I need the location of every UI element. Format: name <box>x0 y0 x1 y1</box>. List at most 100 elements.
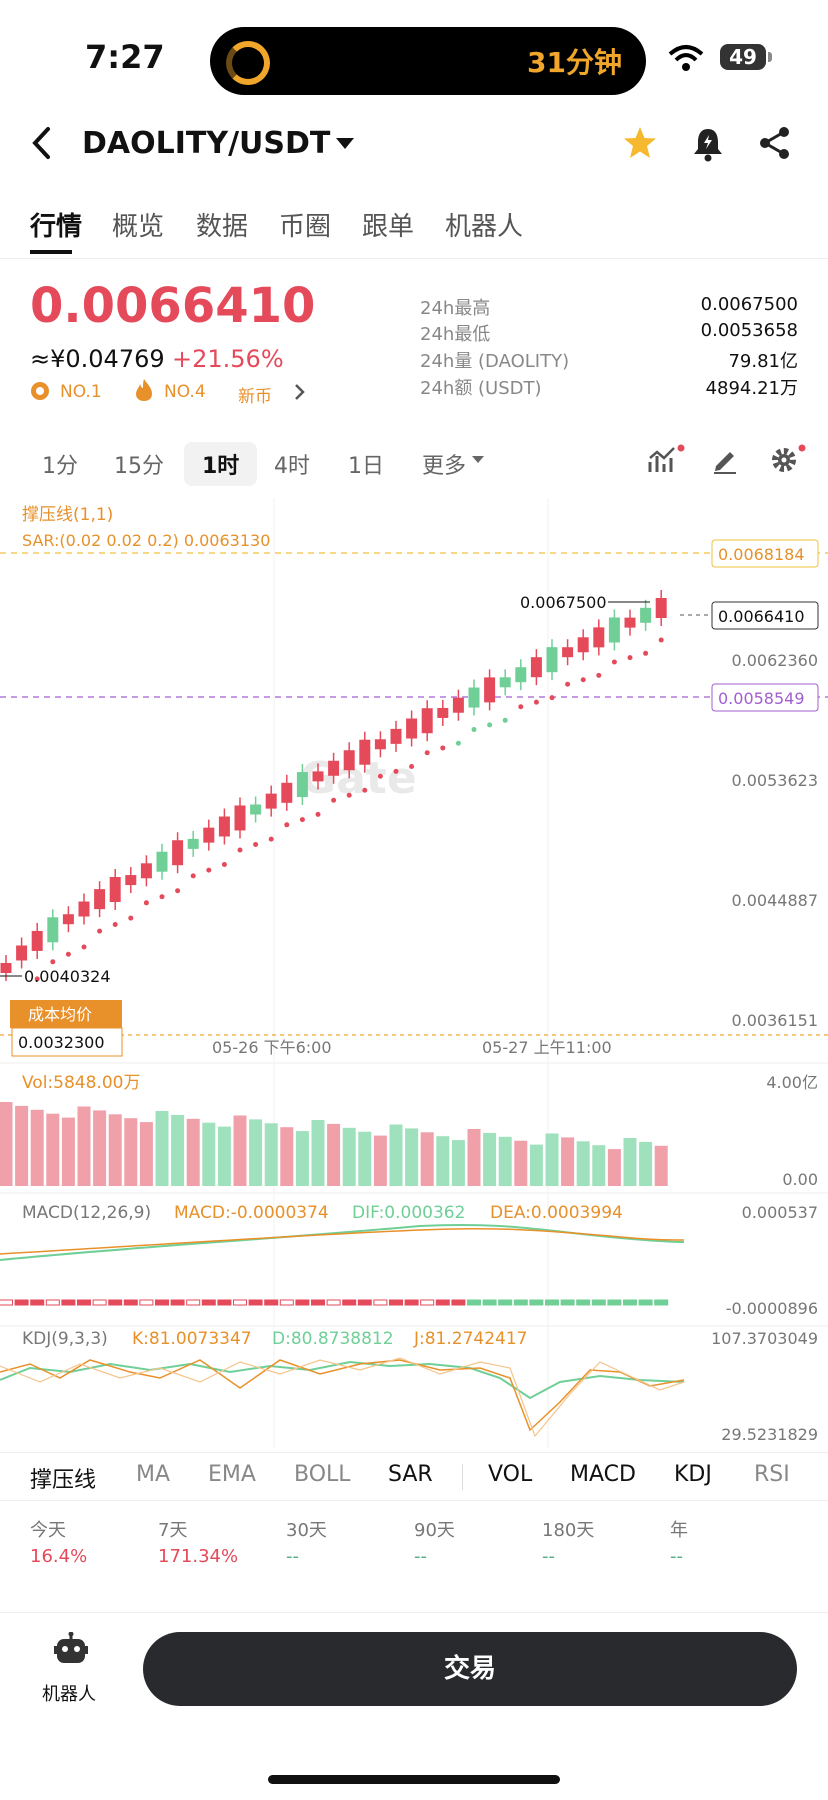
sar-dot <box>580 677 586 683</box>
volume-bar <box>654 1145 668 1186</box>
candle <box>452 689 464 721</box>
more-dropdown-icon[interactable] <box>472 456 484 464</box>
perf-label: 180天 <box>542 1520 595 1541</box>
candle <box>406 710 418 747</box>
timeframe-1h[interactable]: 1时 <box>184 442 258 486</box>
candle <box>359 731 371 773</box>
timeframe-1d[interactable]: 1日 <box>348 454 384 479</box>
candle <box>203 819 215 851</box>
macd-bar <box>498 1299 513 1306</box>
sar-dot <box>393 768 399 774</box>
timeframe-4h[interactable]: 4时 <box>274 454 310 479</box>
indicator-tab-sr[interactable]: 撑压线 <box>30 1468 97 1493</box>
candle <box>234 797 246 839</box>
candle <box>624 609 636 636</box>
macd-axis-label: 0.000537 <box>742 1203 818 1222</box>
trade-button[interactable]: 交易 <box>143 1632 797 1706</box>
macd-bar <box>357 1299 372 1306</box>
robot-label[interactable]: 机器人 <box>42 1684 96 1705</box>
candle <box>47 909 59 951</box>
volume-bars <box>0 1102 668 1186</box>
candle <box>265 785 277 817</box>
sar-dot <box>518 704 524 710</box>
dif-value: DIF:0.000362 <box>352 1203 465 1223</box>
chevron-right-icon[interactable] <box>294 383 306 401</box>
support-tag <box>711 683 819 712</box>
macd-bar <box>591 1299 606 1306</box>
sar-dot <box>284 822 290 828</box>
indicator-tab-macd[interactable]: MACD <box>570 1462 636 1487</box>
candle <box>608 609 620 651</box>
candle <box>281 774 293 811</box>
tab-market[interactable]: 行情 <box>30 212 83 242</box>
bottom-divider <box>0 1612 828 1613</box>
indicator-tab-ema[interactable]: EMA <box>208 1462 256 1487</box>
timeframe-1m[interactable]: 1分 <box>42 454 78 479</box>
sar-dot <box>159 894 165 900</box>
tab-copy-trade[interactable]: 跟单 <box>362 212 415 242</box>
rank-badge[interactable]: NO.1 <box>60 382 102 402</box>
indicator-tab-rsi[interactable]: RSI <box>754 1462 790 1487</box>
chart-gear-icon[interactable] <box>770 444 806 476</box>
sar-dot <box>362 787 368 793</box>
dif-line <box>0 1223 685 1261</box>
back-icon[interactable] <box>30 126 54 160</box>
volume-bar <box>249 1119 263 1186</box>
star-icon[interactable] <box>622 126 658 160</box>
share-icon[interactable] <box>758 126 792 160</box>
pair-dropdown-icon[interactable] <box>336 138 354 150</box>
tab-bot[interactable]: 机器人 <box>445 212 524 242</box>
new-coin-badge[interactable]: 新币 <box>238 387 272 407</box>
sar-dot <box>331 797 337 803</box>
current-value: 0.0066410 <box>718 607 805 626</box>
kline-chart[interactable]: Gate 撑压线(1,1) SAR:(0.02 0.02 0.2) 0.0063… <box>0 498 828 1498</box>
indicator-tab-sar[interactable]: SAR <box>388 1462 433 1487</box>
candle <box>593 619 605 656</box>
indicator-tab-vol[interactable]: VOL <box>488 1462 533 1487</box>
volume-bar <box>202 1122 216 1186</box>
dea-value: DEA:0.0003994 <box>490 1203 623 1223</box>
price-axis-label: 0.0053623 <box>731 771 818 790</box>
macd-bar <box>155 1299 169 1306</box>
vol-axis-label: 4.00亿 <box>766 1073 818 1092</box>
indicator-tab-kdj[interactable]: KDJ <box>674 1462 712 1487</box>
sar-dot <box>533 699 539 705</box>
candle <box>78 893 90 925</box>
indicator-tab-ma[interactable]: MA <box>136 1462 171 1487</box>
robot-icon[interactable] <box>54 1632 88 1666</box>
draw-pen-icon[interactable] <box>712 446 738 474</box>
timeframe-more[interactable]: 更多 <box>422 454 467 479</box>
volume-bar <box>155 1111 169 1186</box>
support-value: 0.0058549 <box>718 689 805 708</box>
volume-bar <box>186 1118 200 1186</box>
candle <box>296 764 308 806</box>
sar-dot <box>455 740 461 746</box>
indicator-settings-icon[interactable] <box>648 444 686 476</box>
candles <box>0 590 667 981</box>
macd-bar <box>451 1299 466 1306</box>
price-change: +21.56% <box>172 345 284 373</box>
macd-bar <box>607 1299 622 1306</box>
price-axis-label: 0.0044887 <box>731 891 818 910</box>
tab-circle[interactable]: 币圈 <box>279 212 332 242</box>
hot-badge[interactable]: NO.4 <box>164 382 206 402</box>
candle <box>374 731 386 758</box>
d-value: D:80.8738812 <box>272 1329 394 1349</box>
indicator-tab-boll[interactable]: BOLL <box>294 1462 351 1487</box>
pair-title[interactable]: DAOLITY/USDT <box>82 126 331 161</box>
perf-label: 今天 <box>30 1520 66 1541</box>
macd-bar <box>638 1299 653 1306</box>
candle <box>546 639 558 681</box>
sar-dot <box>611 659 617 665</box>
cost-label: 成本均价 <box>28 1005 92 1024</box>
rank-icon <box>31 382 49 400</box>
tab-data[interactable]: 数据 <box>196 212 249 242</box>
alert-bell-icon[interactable] <box>692 126 724 162</box>
volume-bar <box>93 1110 107 1186</box>
candle <box>484 669 496 711</box>
volume-bar <box>592 1145 606 1186</box>
timeframe-15m[interactable]: 15分 <box>114 454 164 479</box>
macd-bar <box>77 1299 91 1306</box>
perf-value: -- <box>414 1546 427 1567</box>
tab-overview[interactable]: 概览 <box>112 212 165 242</box>
